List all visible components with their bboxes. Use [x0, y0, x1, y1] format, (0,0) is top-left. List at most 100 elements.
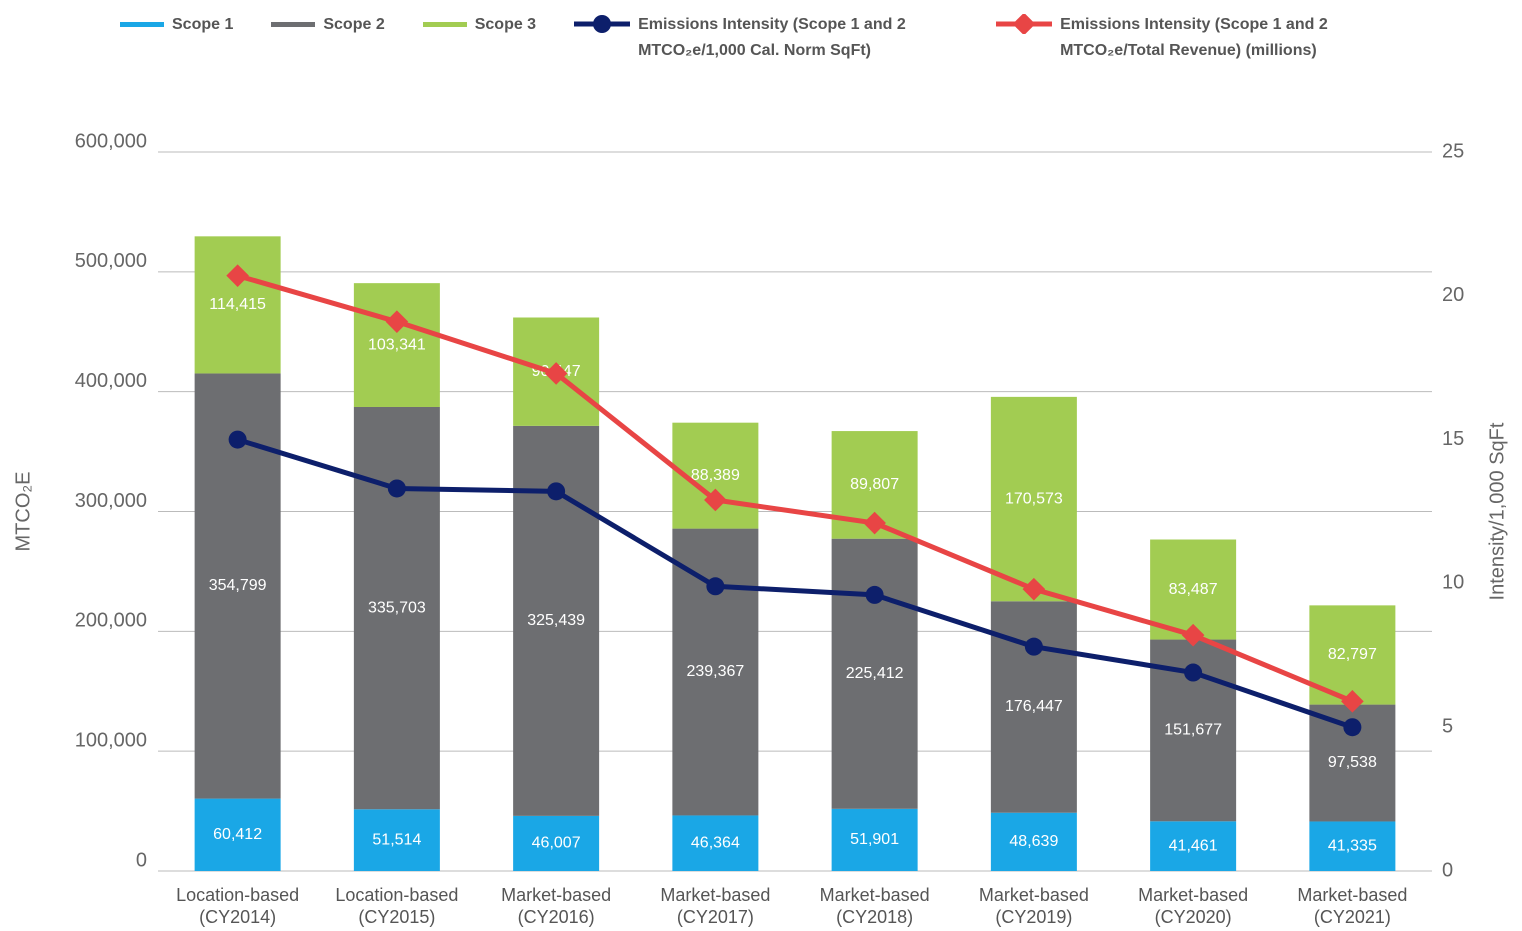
legend: Scope 1 Scope 2 Scope 3 Emissions Intensity… [120, 12, 1380, 64]
marker [1022, 577, 1046, 601]
data-label: 60,412 [213, 826, 262, 843]
y-tick-label: 0 [136, 849, 147, 871]
bar-segment [513, 815, 600, 871]
bar-segment [831, 808, 918, 871]
data-label: 325,439 [527, 612, 585, 629]
y2-tick-label: 25 [1442, 140, 1464, 162]
x-tick-label: Market-based (CY2017) [660, 885, 771, 927]
data-label: 46,007 [532, 835, 581, 852]
bar-segment [831, 538, 918, 809]
bar-segment [1309, 821, 1396, 871]
data-label: 114,415 [209, 296, 266, 313]
y-tick-label: 500,000 [75, 250, 147, 272]
data-label: 89,807 [850, 476, 899, 493]
data-label: 97,538 [1328, 754, 1377, 771]
data-label: 82,797 [1328, 646, 1377, 663]
marker [387, 479, 406, 498]
data-label: 51,514 [372, 831, 421, 848]
legend-item: Scope 2 [271, 12, 385, 64]
line-series [236, 273, 1354, 704]
y2-tick-label: 15 [1442, 428, 1464, 450]
legend-marker [422, 22, 467, 27]
marker [547, 482, 566, 501]
legend-swatch [996, 14, 1053, 34]
legend-item: Emissions Intensity (Scope 1 and 2 MTCO₂… [996, 12, 1380, 64]
data-label: 335,703 [368, 599, 426, 616]
line-series [236, 437, 1354, 730]
marker [1181, 623, 1205, 647]
x-tick-label: Location-based (CY2015) [335, 885, 459, 927]
y-tick-label: 400,000 [75, 370, 147, 392]
marker [863, 511, 886, 535]
data-label: 46,364 [691, 834, 740, 851]
marker [1184, 663, 1203, 682]
y2-tick-label: 0 [1442, 859, 1453, 881]
legend-label: Scope 1 [172, 16, 234, 33]
data-label: 88,389 [691, 467, 740, 484]
legend-item: Scope 1 [120, 12, 233, 64]
data-label: 239,367 [686, 663, 744, 680]
x-tick-label: Location-based (CY2014) [176, 885, 300, 927]
bar-segment [1150, 539, 1237, 640]
legend-item: Scope 3 [422, 12, 537, 64]
y-axis-label: MTCO₂E [12, 472, 34, 552]
legend-item: Emissions Intensity (Scope 1 and 2 MTCO₂… [574, 12, 958, 64]
data-label: 151,677 [1164, 722, 1222, 739]
bar-segment [353, 283, 440, 407]
x-tick-label: Market-based (CY2016) [501, 885, 612, 927]
x-tick-label: Market-based (CY2018) [819, 885, 930, 927]
data-label: 41,335 [1328, 837, 1377, 854]
legend-swatch [422, 22, 467, 27]
bar-segment [194, 236, 281, 374]
y2-tick-label: 5 [1442, 715, 1453, 737]
data-label: 48,639 [1009, 833, 1058, 850]
data-label: 41,461 [1169, 837, 1218, 854]
data-label: 354,799 [209, 577, 267, 594]
data-label: 51,901 [850, 831, 899, 848]
legend-label: Scope 3 [474, 16, 537, 33]
y-tick-label: 300,000 [75, 490, 147, 512]
y2-axis-label: Intensity/1,000 SqFt [1486, 422, 1508, 600]
legend-marker [271, 22, 316, 27]
legend-label: Scope 2 [323, 16, 385, 33]
bar-segment [990, 396, 1077, 602]
marker [1341, 690, 1364, 713]
bar-segment [353, 406, 440, 810]
x-tick-label: Market-based (CY2021) [1297, 885, 1408, 927]
y-tick-label: 200,000 [75, 610, 147, 632]
x-tick-label: Market-based (CY2020) [1138, 885, 1249, 927]
data-label: 176,447 [1005, 698, 1063, 715]
bar-segment [1150, 821, 1237, 871]
legend-swatch [120, 22, 164, 27]
data-label: 103,341 [368, 336, 426, 353]
marker [544, 362, 568, 385]
bar-segment [672, 815, 759, 871]
marker [1343, 718, 1362, 737]
legend-marker [593, 15, 612, 33]
bar-segment [194, 798, 281, 871]
data-label: 83,487 [1169, 581, 1218, 598]
legend-swatch [271, 22, 316, 27]
y2-tick-label: 10 [1442, 572, 1464, 594]
legend-swatch [574, 15, 631, 33]
x-tick-label: Market-based (CY2019) [978, 885, 1089, 927]
marker [865, 585, 884, 604]
y-tick-label: 600,000 [75, 130, 147, 152]
y2-tick-label: 20 [1442, 284, 1464, 306]
data-label: 225,412 [846, 665, 904, 682]
bar-segment [990, 812, 1077, 871]
marker [704, 488, 727, 512]
marker [1024, 637, 1043, 656]
legend-marker [120, 22, 164, 27]
marker [706, 577, 725, 596]
bar-segment [672, 528, 759, 816]
legend-label: Emissions Intensity (Scope 1 and 2 MTCO₂… [1060, 16, 1328, 59]
marker [228, 430, 247, 449]
bar-segment [353, 809, 440, 871]
y-tick-label: 100,000 [75, 729, 147, 751]
data-label: 170,573 [1005, 490, 1063, 507]
legend-marker [1012, 14, 1036, 34]
marker [385, 310, 409, 333]
